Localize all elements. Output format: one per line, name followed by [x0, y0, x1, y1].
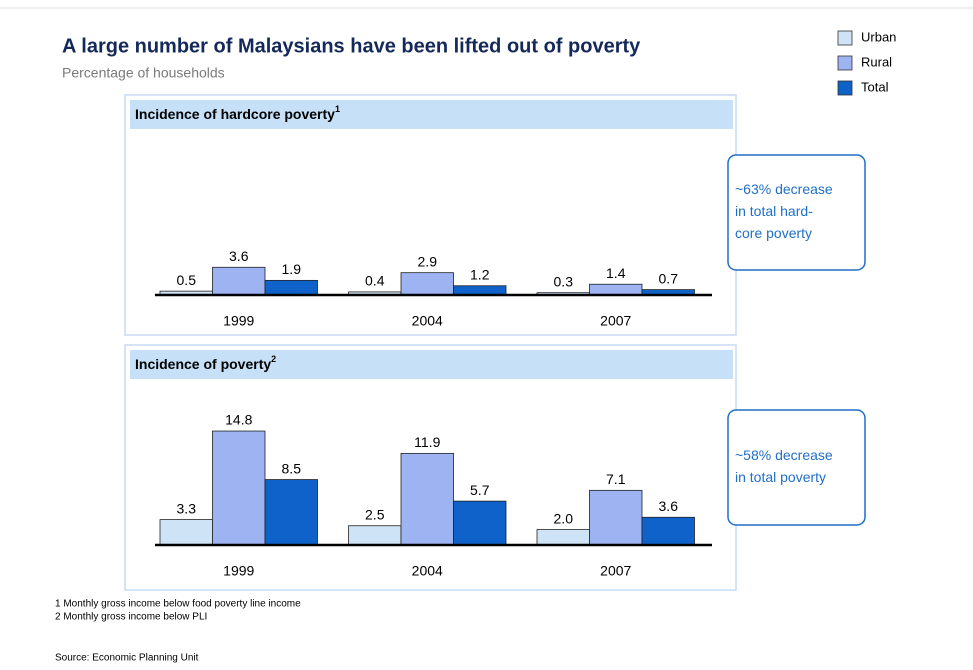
- bar: [536, 529, 590, 546]
- x-tick-label: 1999: [223, 563, 254, 579]
- footnote: 1 Monthly gross income below food povert…: [55, 599, 301, 610]
- panel-title-text: Incidence of hardcore poverty: [135, 106, 335, 122]
- value-label: 2.0: [554, 510, 574, 526]
- value-label: 3.6: [659, 498, 679, 514]
- value-label: 14.8: [225, 412, 252, 428]
- x-tick-label: 2007: [600, 313, 631, 329]
- footnote-ref: 2: [271, 354, 276, 364]
- annotation-text: core poverty: [735, 225, 812, 241]
- value-label: 5.7: [470, 482, 490, 498]
- value-label: 8.5: [282, 460, 302, 476]
- panel-header: [130, 350, 733, 379]
- x-tick-label: 1999: [223, 313, 254, 329]
- legend-label: Urban: [861, 29, 896, 44]
- bar: [212, 430, 266, 546]
- bar: [641, 516, 695, 546]
- bar: [348, 525, 402, 546]
- bar: [453, 500, 507, 546]
- value-label: 0.3: [554, 273, 574, 289]
- x-tick-label: 2007: [600, 563, 631, 579]
- value-label: 7.1: [606, 471, 626, 487]
- footnote: 2 Monthly gross income below PLI: [55, 612, 207, 623]
- annotation-box: [727, 154, 866, 271]
- panel-title-text: Incidence of poverty: [135, 356, 271, 372]
- value-label: 0.4: [365, 273, 385, 289]
- bar: [264, 279, 318, 296]
- value-label: 3.6: [229, 248, 249, 264]
- footnote-ref: 1: [335, 104, 340, 114]
- legend-swatch: [837, 55, 853, 71]
- x-tick-label: 2004: [412, 563, 443, 579]
- bar: [400, 452, 454, 546]
- value-label: 0.7: [659, 270, 679, 286]
- legend-swatch: [837, 80, 853, 96]
- value-label: 3.3: [177, 500, 197, 516]
- legend-swatch: [837, 30, 853, 46]
- legend-label: Rural: [861, 54, 892, 69]
- bar: [589, 283, 643, 296]
- value-label: 2.9: [418, 253, 438, 269]
- bar: [589, 489, 643, 546]
- bar: [453, 285, 507, 296]
- annotation-text: ~63% decrease: [735, 181, 833, 197]
- value-label: 0.5: [177, 272, 197, 288]
- annotation-box: [727, 409, 866, 526]
- annotation-text: ~58% decrease: [735, 447, 833, 463]
- value-label: 11.9: [414, 434, 440, 450]
- value-label: 1.2: [470, 266, 490, 282]
- annotation-text: in total hard-: [735, 203, 813, 219]
- page-title: A large number of Malaysians have been l…: [62, 35, 641, 57]
- value-label: 2.5: [365, 506, 385, 522]
- value-label: 1.9: [282, 261, 302, 277]
- panel-header: [130, 100, 733, 129]
- panel-frame: [124, 94, 737, 336]
- x-tick-label: 2004: [412, 313, 443, 329]
- bar: [159, 519, 213, 546]
- value-label: 1.4: [606, 265, 626, 281]
- bar: [212, 266, 266, 296]
- panel-title: Incidence of hardcore poverty1: [135, 104, 340, 121]
- panel-title: Incidence of poverty2: [135, 354, 276, 371]
- subtitle: Percentage of households: [62, 65, 225, 81]
- bar: [400, 272, 454, 296]
- bar: [264, 479, 318, 546]
- legend-label: Total: [861, 79, 889, 94]
- source: Source: Economic Planning Unit: [55, 653, 199, 664]
- annotation-text: in total poverty: [735, 469, 826, 485]
